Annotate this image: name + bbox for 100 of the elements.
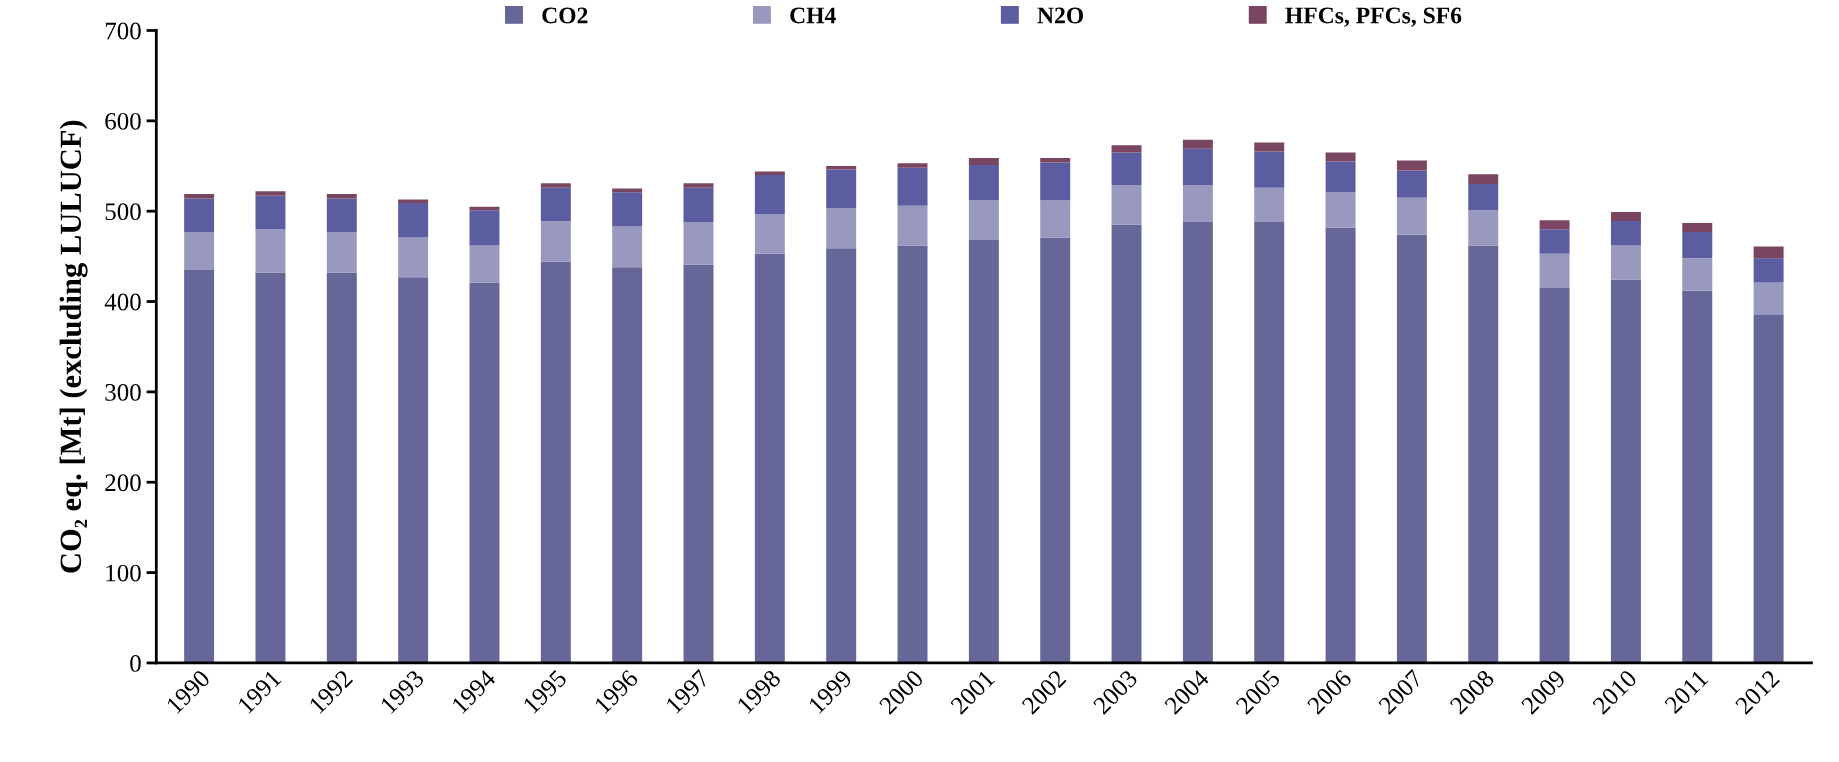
- legend-label: CO2: [542, 7, 588, 24]
- bar: [683, 222, 714, 265]
- bar: [1325, 227, 1356, 663]
- bar: [1682, 290, 1713, 663]
- bar: [1610, 212, 1641, 222]
- bar: [612, 267, 643, 663]
- bar: [1040, 200, 1071, 238]
- bar: [1182, 222, 1213, 663]
- bar: [398, 237, 429, 278]
- bar: [683, 183, 714, 188]
- bar: [1182, 139, 1213, 149]
- bar: [1254, 151, 1285, 188]
- bar: [1753, 315, 1784, 663]
- bar: [184, 194, 215, 199]
- bar: [1610, 221, 1641, 246]
- bar: [1468, 245, 1499, 663]
- bar: [897, 245, 928, 663]
- bar: [826, 208, 857, 249]
- legend-label: HFCs, PFCs, SF6: [1285, 7, 1462, 27]
- bar: [398, 203, 429, 238]
- bar: [469, 245, 500, 283]
- bar: [469, 282, 500, 663]
- bar: [1111, 145, 1142, 153]
- bar: [1254, 142, 1285, 152]
- y-tick-label: 0: [130, 654, 141, 672]
- legend-label: N2O: [1037, 7, 1084, 24]
- bar: [754, 213, 785, 254]
- bar: [968, 165, 999, 201]
- bar: [1468, 174, 1499, 185]
- bar: [1610, 279, 1641, 663]
- bar: [326, 231, 357, 273]
- bar: [1111, 152, 1142, 185]
- bar: [1539, 229, 1570, 254]
- bar: [1539, 287, 1570, 663]
- bar: [826, 169, 857, 209]
- bar: [1682, 231, 1713, 259]
- x-tick-label: 2011: [1663, 669, 1709, 715]
- bar: [1682, 222, 1713, 232]
- bar: [540, 221, 571, 262]
- bar: [968, 200, 999, 241]
- x-tick-label: 1991: [237, 669, 282, 715]
- bar: [1468, 184, 1499, 211]
- bar: [968, 240, 999, 663]
- bar: [826, 248, 857, 663]
- y-axis-title: CO₂ eq. [Mt] (excluding LULUCF): [59, 120, 88, 573]
- bar: [612, 226, 643, 268]
- bar: [1396, 170, 1427, 198]
- y-tick-label: 700: [105, 22, 141, 40]
- y-tick-label: 100: [106, 564, 141, 582]
- y-tick-label: 400: [104, 293, 141, 311]
- bar: [683, 264, 714, 663]
- bar: [184, 231, 215, 270]
- bar: [469, 210, 500, 246]
- bar: [1254, 187, 1285, 223]
- bar: [326, 198, 357, 232]
- bar: [540, 183, 571, 188]
- bar: [897, 205, 928, 246]
- bar: [1040, 162, 1071, 201]
- bar: [1182, 148, 1213, 185]
- y-tick-label: 300: [105, 383, 141, 401]
- y-tick-label: 600: [105, 112, 141, 130]
- bar: [540, 261, 571, 663]
- bar: [255, 272, 286, 663]
- bar: [1610, 245, 1641, 280]
- bar: [1396, 197, 1427, 235]
- bar: [1753, 258, 1784, 283]
- bar: [1325, 152, 1356, 162]
- bar: [826, 166, 857, 170]
- y-tick-label: 500: [105, 203, 141, 221]
- bar: [897, 167, 928, 206]
- bar: [326, 194, 357, 199]
- bar: [1111, 224, 1142, 663]
- bar: [1753, 282, 1784, 316]
- bar: [897, 163, 928, 168]
- bar: [184, 269, 215, 663]
- bar: [255, 191, 286, 196]
- bar: [1111, 184, 1142, 225]
- bar: [683, 187, 714, 223]
- bar: [398, 199, 429, 204]
- bar: [1182, 184, 1213, 223]
- bar: [1682, 258, 1713, 291]
- bar: [1040, 237, 1071, 663]
- bar: [326, 272, 357, 663]
- bar: [754, 175, 785, 214]
- bar: [398, 277, 429, 663]
- bar: [184, 198, 215, 232]
- bar: [1468, 210, 1499, 246]
- bar: [968, 157, 999, 166]
- bar: [1254, 222, 1285, 663]
- bar: [540, 187, 571, 222]
- bar: [1396, 234, 1427, 663]
- bar: [612, 192, 643, 227]
- bar: [1539, 220, 1570, 230]
- legend-label: CH4: [790, 7, 836, 24]
- bar: [754, 171, 785, 176]
- bar: [1539, 253, 1570, 288]
- bar: [255, 229, 286, 273]
- bar: [1325, 192, 1356, 228]
- bar: [754, 253, 785, 663]
- bar: [255, 195, 286, 230]
